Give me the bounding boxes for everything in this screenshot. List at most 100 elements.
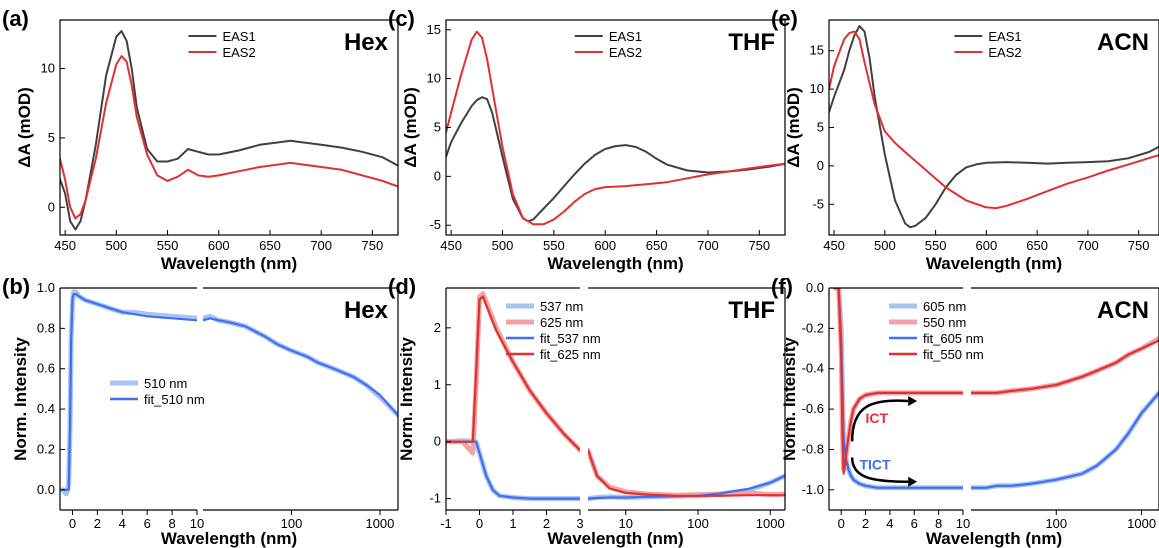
x-tick-label: 650: [646, 238, 668, 253]
y-tick-label: 0.0: [806, 280, 824, 295]
tict-arrow: [850, 457, 909, 483]
x-tick-label: 500: [874, 238, 896, 253]
x-tick-label: 6: [144, 516, 151, 531]
series-line-eas1: [829, 25, 1159, 229]
series-eas1: [829, 25, 1159, 229]
x-tick-label: 4: [886, 516, 893, 531]
x-tick-label: 6: [911, 516, 918, 531]
ict-arrow: [850, 399, 909, 442]
series-line-fit_550-nm: [971, 339, 1159, 394]
y-tick-label: 0.6: [37, 361, 55, 376]
y-tick-label: 0: [434, 168, 441, 183]
y-tick-label: 15: [427, 22, 441, 37]
x-tick-label: 550: [925, 238, 947, 253]
y-tick-label: -5: [812, 196, 824, 211]
series-fit_605-nm-log: [971, 391, 1159, 489]
series-eas1: [446, 96, 785, 223]
x-tick-label: 500: [492, 238, 514, 253]
x-tick-label: 600: [976, 238, 998, 253]
x-tick-label: 0: [476, 516, 483, 531]
x-tick-label: 100: [281, 516, 303, 531]
x-axis-title: Wavelength (nm): [926, 254, 1062, 273]
series-line-605-nm: [971, 390, 1159, 491]
y-tick-label: -0.8: [802, 441, 824, 456]
x-tick-label: 700: [1077, 238, 1099, 253]
series-line-eas2: [829, 30, 1159, 210]
x-tick-label: 550: [157, 238, 179, 253]
y-tick-label: -0.4: [802, 361, 824, 376]
x-tick-label: 10: [956, 516, 970, 531]
series-fit_625-nm-log: [588, 449, 785, 497]
series-eas2: [60, 55, 398, 220]
x-tick-label: 1000: [1127, 516, 1156, 531]
x-axis-title: Wavelength (nm): [161, 254, 297, 273]
ict-label: ICT: [866, 410, 889, 426]
panel-f: 0 2 4 6 8 10 100 1000 -1.0 -0.8 -0.6 -0.4 -0.2 0.0 Wav…: [771, 274, 1159, 548]
x-tick-label: 650: [259, 238, 281, 253]
panel-label: (a): [2, 6, 29, 31]
solvent-label: THF: [728, 29, 775, 56]
y-tick-label: 10: [41, 61, 55, 76]
panel-label: (e): [771, 6, 798, 31]
x-tick-label: 2: [94, 516, 101, 531]
legend-label: fit_625 nm: [540, 347, 601, 362]
x-axis-title: Wavelength (nm): [547, 529, 683, 548]
series-fit_537-nm-linear: [446, 440, 580, 500]
series-fit_550-nm-log: [971, 339, 1159, 394]
legend-label: EAS1: [609, 29, 642, 44]
x-tick-label: 450: [823, 238, 845, 253]
y-tick-label: -1.0: [802, 482, 824, 497]
y-tick-label: -0.6: [802, 401, 824, 416]
legend-label: EAS2: [222, 45, 255, 60]
series-line-eas2: [60, 55, 398, 220]
series-fit_510-nm-linear: [61, 293, 197, 491]
solvent-label: Hex: [344, 29, 389, 56]
y-tick-label: 0.4: [37, 401, 55, 416]
x-tick-label: 3: [576, 516, 583, 531]
series-line-550-nm: [971, 336, 1159, 396]
x-tick-label: 100: [687, 516, 709, 531]
x-tick-label: -1: [440, 516, 452, 531]
series-line-eas2: [446, 30, 785, 226]
x-axis-title: Wavelength (nm): [547, 254, 683, 273]
legend-label: 550 nm: [923, 315, 966, 330]
x-tick-label: 450: [440, 238, 462, 253]
y-axis-title: ΔA (mOD): [784, 87, 803, 168]
tict-label: TICT: [859, 457, 891, 473]
solvent-label: Hex: [344, 297, 389, 324]
y-tick-label: -5: [429, 217, 441, 232]
y-tick-label: 15: [810, 43, 824, 58]
solvent-label: ACN: [1097, 29, 1149, 56]
series-eas2: [829, 30, 1159, 210]
y-tick-label: -1: [429, 491, 441, 506]
solvent-label: THF: [728, 297, 775, 324]
y-tick-label: 0.8: [37, 320, 55, 335]
x-tick-label: 1000: [365, 516, 394, 531]
legend-label: EAS2: [609, 45, 642, 60]
legend-label: fit_550 nm: [923, 347, 984, 362]
x-tick-label: 750: [1128, 238, 1150, 253]
series-510-nm-log: [203, 313, 398, 418]
series-line-eas1: [446, 96, 785, 223]
y-axis-title: ΔA (mOD): [401, 87, 420, 168]
panel-label: (f): [771, 274, 793, 299]
x-tick-label: 600: [208, 238, 230, 253]
y-tick-label: 5: [48, 130, 55, 145]
x-tick-label: 500: [105, 238, 127, 253]
x-tick-label: 1000: [756, 516, 785, 531]
series-line-eas1: [60, 30, 398, 231]
panel-label: (d): [388, 274, 416, 299]
series-550-nm-log: [971, 336, 1159, 396]
series-605-nm-log: [971, 390, 1159, 491]
y-tick-label: 1: [434, 377, 441, 392]
x-tick-label: 750: [748, 238, 770, 253]
panel-e: 450 500 550 600 650 700 750 -5 0 5 10 15 Wavelength …: [771, 6, 1159, 273]
legend-label: fit_605 nm: [923, 331, 984, 346]
x-tick-label: 600: [594, 238, 616, 253]
series-line-fit_510-nm: [203, 317, 398, 417]
legend-label: 510 nm: [144, 376, 187, 391]
y-tick-label: 5: [434, 120, 441, 135]
x-tick-label: 2: [862, 516, 869, 531]
y-tick-label: 10: [427, 71, 441, 86]
